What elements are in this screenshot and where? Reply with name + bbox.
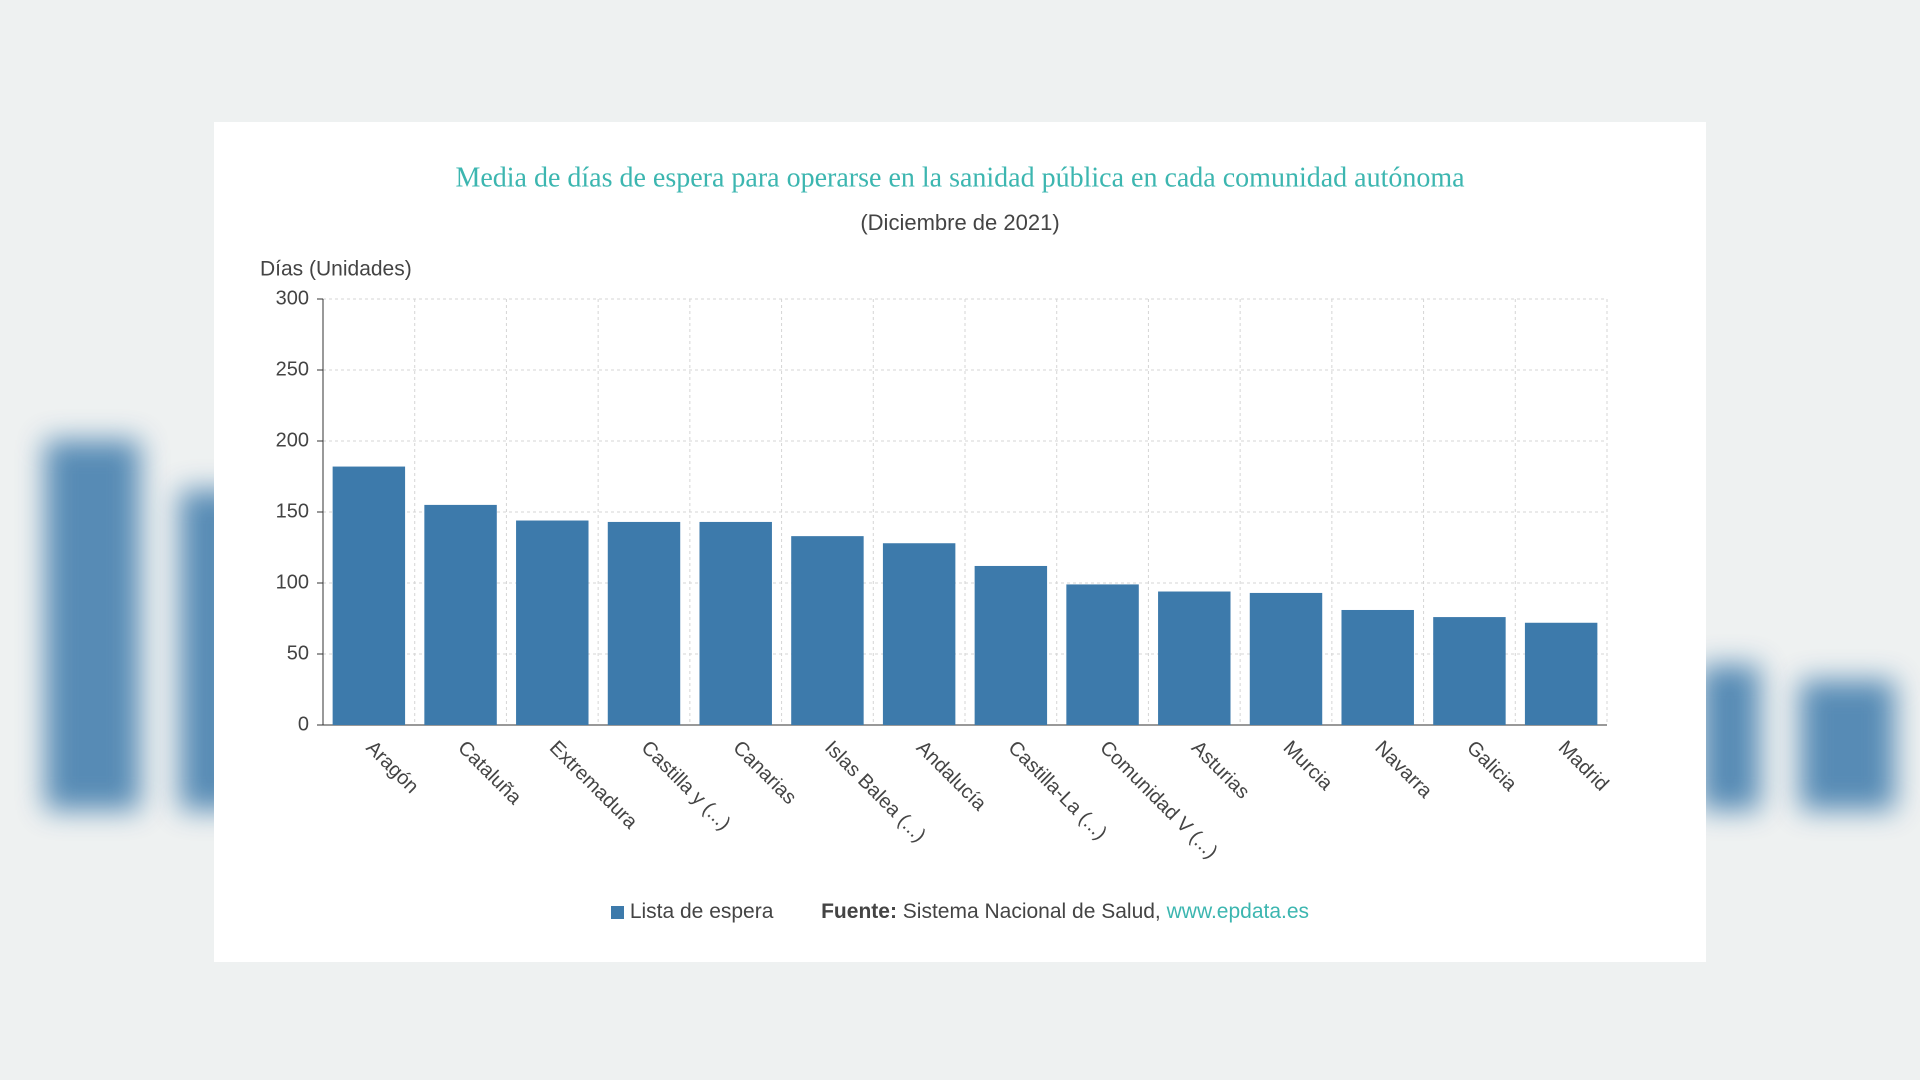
x-tick-label: Galicia: [1462, 737, 1521, 796]
y-tick-label: 200: [276, 429, 309, 451]
source-text: Sistema Nacional de Salud,: [902, 900, 1161, 923]
bar: [1524, 622, 1598, 725]
x-tick-label: Madrid: [1554, 737, 1613, 796]
y-tick-label: 0: [298, 713, 309, 735]
bar: [607, 521, 681, 725]
x-tick-label: Murcia: [1279, 737, 1338, 796]
y-tick-label: 150: [276, 500, 309, 522]
bar: [882, 543, 956, 725]
bar: [1158, 591, 1231, 725]
x-tick-label: Cataluña: [453, 737, 526, 810]
bar: [699, 521, 772, 725]
bar: [974, 565, 1048, 725]
background-blur: [1700, 665, 1760, 810]
x-tick-label: Canarias: [728, 737, 800, 809]
source-label: Fuente:: [821, 900, 897, 923]
x-tick-label: Castilla y (...): [637, 737, 735, 835]
y-tick-label: 100: [276, 571, 309, 593]
legend-swatch: [610, 905, 624, 919]
legend-label: Lista de espera: [629, 900, 774, 923]
y-tick-label: 300: [276, 287, 309, 309]
bar: [1249, 592, 1323, 725]
bar: [1341, 609, 1414, 725]
x-tick-label: Aragón: [362, 737, 423, 798]
source-link[interactable]: www.epdata.es: [1166, 900, 1310, 923]
chart-subtitle: (Diciembre de 2021): [860, 210, 1059, 235]
x-tick-label: Navarra: [1370, 737, 1436, 803]
bar: [791, 536, 864, 725]
y-tick-label: 50: [287, 642, 309, 664]
bar: [1433, 617, 1506, 725]
x-tick-label: Andalucía: [912, 737, 991, 816]
y-tick-label: 250: [276, 358, 309, 380]
bar: [332, 466, 406, 725]
bar: [516, 520, 589, 725]
background-blur: [45, 440, 140, 810]
bar: [424, 504, 497, 725]
x-tick-label: Castilla-La (...): [1004, 737, 1112, 845]
chart-title: Media de días de espera para operarse en…: [455, 162, 1465, 193]
background-blur: [1800, 680, 1895, 810]
bar: [1066, 584, 1139, 725]
x-tick-label: Extremadura: [545, 737, 642, 834]
y-axis-label: Días (Unidades): [260, 258, 412, 281]
legend: Lista de espera Fuente: Sistema Nacional…: [0, 900, 1920, 924]
x-tick-label: Asturias: [1187, 737, 1254, 804]
